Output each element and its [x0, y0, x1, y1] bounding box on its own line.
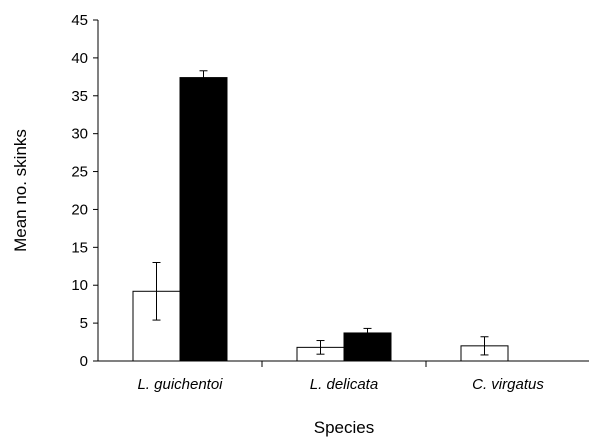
- x-axis-title: Species: [314, 418, 374, 437]
- y-tick-label: 10: [71, 277, 88, 294]
- y-tick-label: 25: [71, 164, 88, 181]
- x-tick-label: L. guichentoi: [137, 376, 223, 393]
- x-tick-label: C. virgatus: [472, 376, 544, 393]
- bar: [179, 77, 228, 362]
- y-axis-ticks: 0 5 10 15 20 25 30 35 40 45: [71, 12, 98, 370]
- y-tick-label: 0: [80, 353, 88, 370]
- error-bars: [152, 70, 489, 356]
- y-tick-label: 20: [71, 201, 88, 218]
- bars: [132, 77, 509, 362]
- y-tick-label: 15: [71, 239, 88, 256]
- y-tick-label: 30: [71, 126, 88, 143]
- y-tick-label: 35: [71, 88, 88, 105]
- x-axis-tick-labels: L. guichentoi L. delicata C. virgatus: [137, 361, 544, 393]
- y-axis-title: Mean no. skinks: [11, 129, 30, 252]
- y-tick-label: 45: [71, 12, 88, 29]
- y-tick-label: 5: [80, 315, 88, 332]
- x-tick-label: L. delicata: [310, 376, 378, 393]
- y-tick-label: 40: [71, 50, 88, 67]
